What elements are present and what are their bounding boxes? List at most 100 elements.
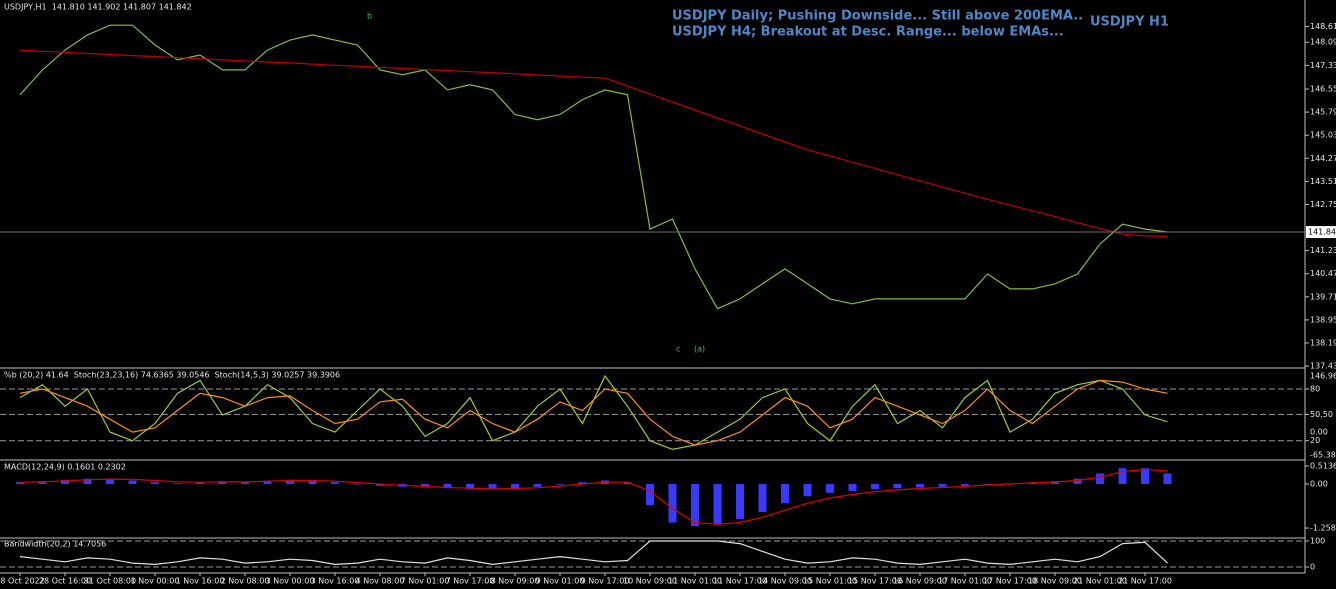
y-side-label: -65.38 <box>1310 451 1336 460</box>
y-tick-label: 139.710 <box>1310 292 1336 301</box>
y-tick-label: 145.030 <box>1310 131 1336 140</box>
histogram-bar <box>376 483 384 486</box>
histogram-bar <box>893 483 902 489</box>
histogram-bar <box>871 483 879 490</box>
y-tick-label: -1.258 <box>1310 524 1336 533</box>
histogram-bar <box>443 483 452 489</box>
y-tick-label: 80 <box>1310 384 1320 393</box>
histogram-bar <box>83 478 92 484</box>
histogram-bar <box>151 482 159 484</box>
x-tick-label: 28 Oct 2022 <box>0 577 45 586</box>
histogram-bar <box>421 483 429 488</box>
y-tick-label: 0.5136 <box>1310 462 1336 471</box>
x-tick-label: 7 Nov 01:00 <box>401 577 450 586</box>
histogram-bar <box>1118 468 1127 484</box>
histogram-bar <box>1073 478 1082 484</box>
histogram-bar <box>758 483 767 512</box>
histogram-bar <box>623 482 632 484</box>
x-tick-label: 7 Nov 17:00 <box>446 577 495 586</box>
x-tick-label: 10 Nov 09:00 <box>623 577 677 586</box>
annotation: USDJPY H4; Breakout at Desc. Range... be… <box>672 25 1064 40</box>
histogram-bar <box>218 481 227 484</box>
histogram-bar <box>691 483 699 527</box>
y-tick-label: 146.550 <box>1310 85 1336 94</box>
histogram-bar <box>173 483 182 484</box>
series-line <box>19 379 1168 446</box>
wave-label: b <box>367 12 372 21</box>
chart-title: USDJPY,H1 141.810 141.902 141.807 141.84… <box>4 3 192 12</box>
histogram-bar <box>1141 468 1149 484</box>
x-tick-label: 16 Nov 09:00 <box>893 577 947 586</box>
histogram-bar <box>556 483 564 485</box>
x-tick-label: 11 Nov 01:00 <box>668 577 722 586</box>
y-tick-label: 20 <box>1310 436 1320 445</box>
x-tick-label: 2 Nov 08:00 <box>221 577 270 586</box>
histogram-bar <box>488 483 497 490</box>
histogram-bar <box>286 479 294 484</box>
x-tick-label: 17 Nov 01:00 <box>938 577 992 586</box>
histogram-bar <box>578 482 587 484</box>
x-tick-label: 28 Oct 16:00 <box>39 577 91 586</box>
histogram-bar <box>826 483 834 493</box>
histogram-bar <box>241 481 249 484</box>
histogram-bar <box>961 483 969 486</box>
y-tick-label: 144.270 <box>1310 154 1336 163</box>
series-line <box>19 468 1168 525</box>
y-tick-label: 148.610 <box>1310 22 1336 31</box>
x-tick-label: 9 Nov 01:00 <box>536 577 585 586</box>
annotation: USDJPY Daily; Pushing Downside... Still … <box>672 9 1083 24</box>
series-line <box>19 540 1168 566</box>
y-side-label: 0.00 <box>1310 428 1328 437</box>
y-tick-label: 143.510 <box>1310 177 1336 186</box>
y-tick-label: 0.00 <box>1310 479 1328 488</box>
wave-label: c <box>676 345 680 354</box>
x-tick-label: 14 Nov 09:00 <box>758 577 812 586</box>
last-price-box <box>1306 226 1336 239</box>
x-tick-label: 18 Nov 09:00 <box>1028 577 1082 586</box>
histogram-bar <box>466 483 474 490</box>
x-tick-label: 17 Nov 17:00 <box>983 577 1037 586</box>
histogram-bar <box>353 483 362 485</box>
x-tick-label: 15 Nov 17:00 <box>848 577 902 586</box>
x-tick-label: 21 Nov 17:00 <box>1118 577 1172 586</box>
y-tick-label: 138.950 <box>1310 315 1336 324</box>
histogram-bar <box>1096 473 1104 484</box>
panel-title: %b (20,2) 41.64 Stoch(23,23,16) 74.6365 … <box>4 371 340 380</box>
histogram-bar <box>533 483 542 487</box>
x-tick-label: 31 Oct 08:00 <box>84 577 136 586</box>
histogram-bar <box>331 482 339 484</box>
y-tick-label: 140.470 <box>1310 269 1336 278</box>
y-tick-label: 141.230 <box>1310 246 1336 255</box>
histogram-bar <box>781 483 789 504</box>
histogram-bar <box>938 483 947 487</box>
x-tick-label: 11 Nov 17:00 <box>713 577 767 586</box>
histogram-bar <box>646 483 654 505</box>
y-tick-label: 148.090 <box>1310 38 1336 47</box>
histogram-bar <box>713 483 722 525</box>
y-tick-label: 142.750 <box>1310 200 1336 209</box>
x-tick-label: 21 Nov 01:00 <box>1073 577 1127 586</box>
x-tick-label: 8 Nov 09:00 <box>491 577 540 586</box>
panel-title: Bandwidth(20,2) 14.7056 <box>4 540 106 549</box>
y-tick-label: 137.430 <box>1310 362 1336 371</box>
histogram-bar <box>16 482 24 484</box>
x-tick-label: 9 Nov 17:00 <box>581 577 630 586</box>
x-tick-label: 3 Nov 00:00 <box>266 577 315 586</box>
histogram-bar <box>38 481 47 484</box>
histogram-bar <box>263 480 272 484</box>
y-tick-label: 145.790 <box>1310 108 1336 117</box>
histogram-bar <box>803 483 812 497</box>
histogram-bar <box>1163 473 1172 484</box>
histogram-bar <box>668 483 677 523</box>
y-tick-label: 147.330 <box>1310 61 1336 70</box>
histogram-bar <box>308 480 317 484</box>
y-tick-label: 50.50 <box>1310 410 1333 419</box>
panel-title: MACD(12,24,9) 0.1601 0.2302 <box>4 463 126 472</box>
x-tick-label: 15 Nov 01:00 <box>803 577 857 586</box>
histogram-bar <box>983 483 992 485</box>
histogram-bar <box>1051 481 1059 484</box>
histogram-bar <box>106 478 114 484</box>
